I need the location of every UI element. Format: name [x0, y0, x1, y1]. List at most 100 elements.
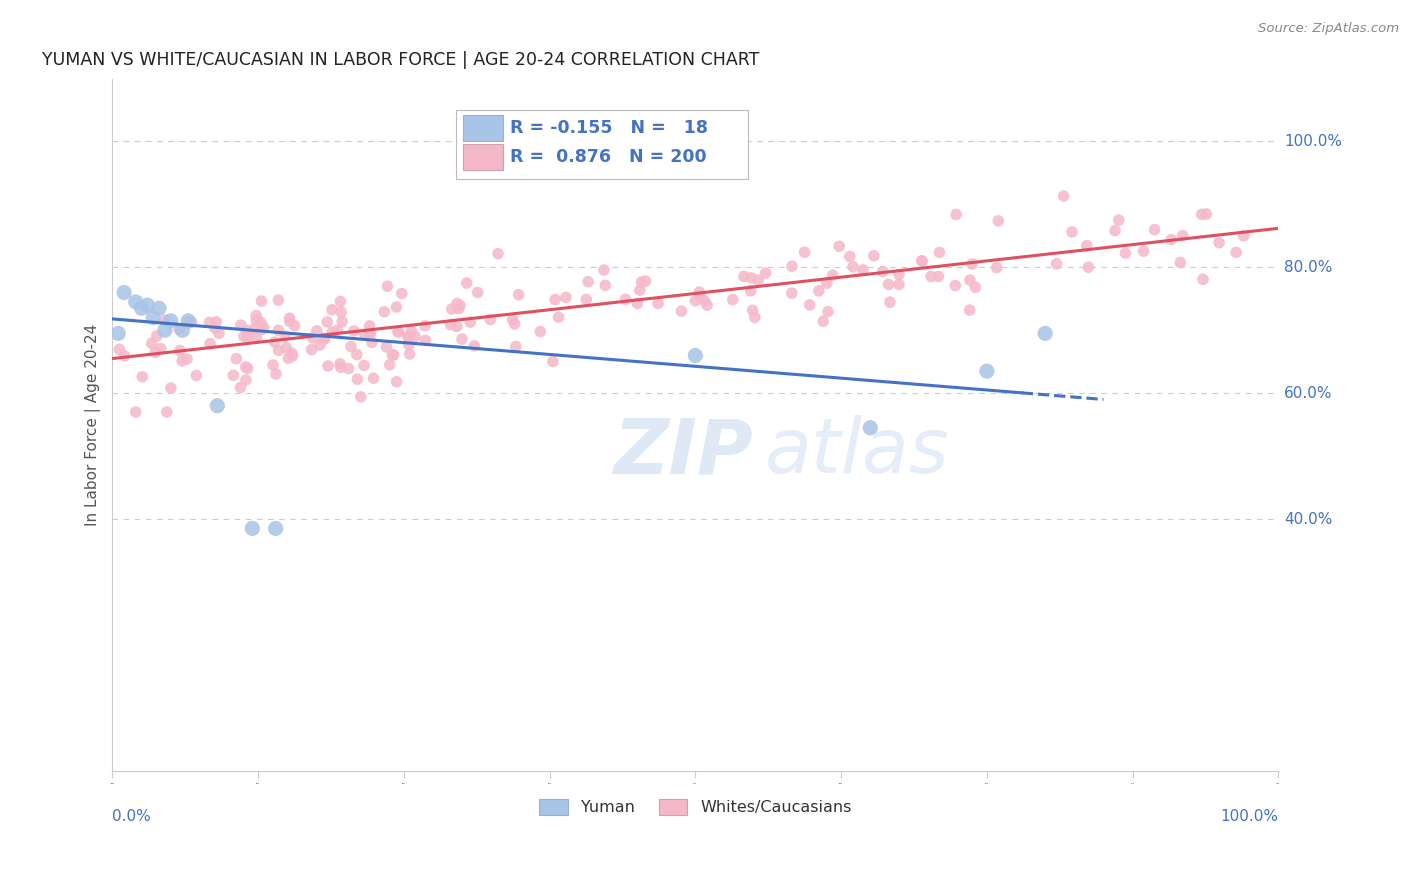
Point: [250, 294, 273, 309]
Point: [987, 214, 1010, 228]
Point: [928, 245, 950, 260]
Point: [821, 268, 844, 283]
Point: [326, 323, 349, 337]
Point: [503, 317, 526, 331]
Point: [280, 346, 302, 360]
Point: [1171, 228, 1194, 243]
Point: [614, 293, 637, 307]
Point: [229, 318, 252, 332]
Point: [245, 309, 267, 323]
Point: [862, 249, 884, 263]
Point: [626, 296, 648, 310]
Point: [451, 332, 474, 346]
Point: [177, 314, 200, 328]
Point: [1225, 245, 1247, 260]
Point: [460, 315, 482, 329]
Point: [205, 315, 228, 329]
Point: [381, 348, 404, 362]
Point: [960, 257, 983, 271]
Point: [943, 278, 966, 293]
Point: [262, 358, 284, 372]
Point: [284, 318, 307, 333]
Point: [361, 335, 384, 350]
Point: [1052, 189, 1074, 203]
Point: [177, 314, 200, 328]
Text: 100.0%: 100.0%: [1220, 809, 1278, 824]
FancyBboxPatch shape: [457, 110, 748, 179]
Point: [232, 329, 254, 343]
Point: [359, 318, 381, 333]
Point: [346, 372, 368, 386]
Point: [1033, 326, 1056, 341]
Point: [647, 296, 669, 310]
Point: [1077, 260, 1099, 275]
Point: [793, 245, 815, 260]
Point: [350, 390, 373, 404]
Point: [547, 310, 569, 325]
Point: [143, 345, 166, 359]
Point: [755, 266, 778, 280]
Text: atlas: atlas: [765, 416, 950, 490]
Point: [360, 326, 382, 341]
Point: [167, 322, 190, 336]
Point: [467, 285, 489, 300]
Point: [693, 293, 716, 308]
Point: [1170, 255, 1192, 269]
Point: [401, 324, 423, 338]
Point: [337, 361, 360, 376]
Point: [447, 301, 470, 316]
Point: [153, 313, 176, 327]
Point: [986, 260, 1008, 275]
Point: [330, 315, 353, 329]
Point: [225, 351, 247, 366]
Point: [316, 315, 339, 329]
Point: [314, 332, 336, 346]
Point: [204, 321, 226, 335]
Point: [172, 354, 194, 368]
Point: [176, 351, 198, 366]
Point: [959, 303, 981, 318]
Text: Source: ZipAtlas.com: Source: ZipAtlas.com: [1258, 22, 1399, 36]
Y-axis label: In Labor Force | Age 20-24: In Labor Force | Age 20-24: [86, 324, 101, 525]
Point: [965, 280, 987, 294]
Point: [385, 375, 408, 389]
Point: [747, 273, 769, 287]
Text: 80.0%: 80.0%: [1284, 260, 1333, 275]
Point: [671, 304, 693, 318]
Point: [229, 380, 252, 394]
Point: [375, 340, 398, 354]
Point: [859, 421, 882, 435]
Point: [398, 347, 420, 361]
Point: [198, 315, 221, 329]
Point: [508, 287, 530, 301]
Point: [688, 285, 710, 299]
Point: [149, 342, 172, 356]
Point: [321, 302, 343, 317]
Point: [1132, 244, 1154, 259]
Point: [141, 336, 163, 351]
Point: [685, 293, 707, 308]
Point: [274, 329, 297, 343]
Point: [145, 329, 167, 343]
Point: [1143, 222, 1166, 236]
Point: [301, 331, 323, 345]
Point: [264, 367, 287, 381]
FancyBboxPatch shape: [464, 145, 503, 170]
Point: [208, 326, 231, 341]
Point: [887, 277, 910, 292]
Point: [456, 276, 478, 290]
Point: [446, 319, 468, 334]
Point: [274, 341, 297, 355]
Point: [927, 269, 949, 284]
Point: [253, 320, 276, 334]
Point: [277, 351, 299, 366]
Point: [207, 399, 229, 413]
Point: [340, 340, 363, 354]
Point: [136, 298, 159, 312]
Point: [780, 286, 803, 301]
Point: [842, 260, 865, 274]
Point: [391, 286, 413, 301]
Point: [828, 239, 851, 253]
Point: [440, 318, 463, 332]
Point: [945, 207, 967, 221]
